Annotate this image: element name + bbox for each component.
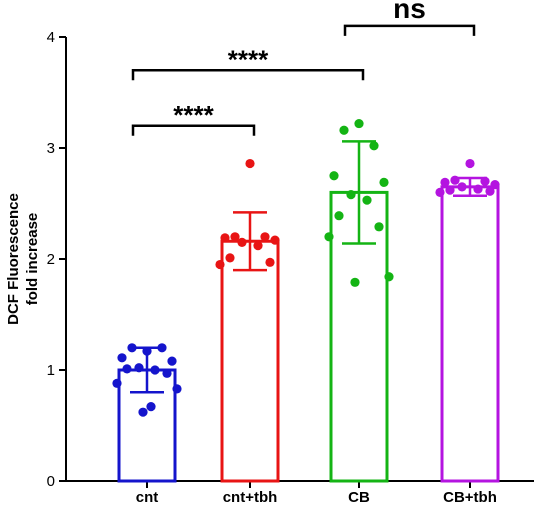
- y-tick-label-0: 0: [47, 473, 55, 490]
- point-cnt+tbh-2: [260, 232, 270, 242]
- point-cnt-0: [142, 346, 152, 356]
- x-tick-label-1: cnt+tbh: [223, 489, 278, 506]
- bar-cnt+tbh: [220, 239, 280, 483]
- point-CB+tbh-2: [480, 176, 490, 186]
- point-CB-4: [379, 177, 389, 188]
- point-cnt-7: [122, 364, 132, 374]
- y-axis-title: DCF Fluorescence fold increase: [5, 193, 41, 325]
- point-CB+tbh-1: [450, 175, 460, 185]
- point-cnt+tbh-7: [225, 253, 235, 263]
- data-points: [112, 118, 500, 417]
- point-cnt-2: [157, 343, 167, 353]
- point-CB-0: [354, 118, 364, 129]
- point-cnt-3: [117, 353, 127, 363]
- bar-CB+tbh: [440, 185, 500, 483]
- point-CB-8: [374, 222, 384, 232]
- point-CB-5: [346, 190, 356, 200]
- point-CB-1: [339, 125, 349, 135]
- bars: [117, 185, 500, 483]
- significance-label-1: ****: [228, 44, 269, 74]
- y-tick-label-1: 1: [47, 362, 55, 379]
- point-cnt-4: [167, 356, 177, 366]
- point-cnt-8: [162, 368, 172, 378]
- y-axis-title-line-2: fold increase: [24, 213, 41, 306]
- point-cnt-5: [134, 363, 144, 373]
- x-tick-label-3: CB+tbh: [443, 489, 497, 506]
- error-bars: [130, 140, 487, 394]
- x-tick-label-2: CB: [348, 489, 370, 506]
- point-cnt-1: [127, 343, 137, 353]
- point-CB+tbh-6: [473, 184, 483, 194]
- significance-brackets: **** **** ns: [131, 0, 476, 136]
- significance-label-0: ****: [173, 100, 214, 130]
- point-CB-10: [384, 272, 394, 282]
- point-CB+tbh-5: [457, 182, 467, 192]
- point-CB+tbh-3: [440, 177, 450, 188]
- point-cnt+tbh-4: [270, 235, 280, 245]
- point-CB+tbh-4: [490, 180, 500, 190]
- point-cnt-11: [138, 407, 148, 417]
- point-CB-7: [334, 211, 344, 221]
- point-CB-11: [350, 277, 360, 287]
- significance-bracket-2: [343, 24, 476, 36]
- point-CB+tbh-8: [485, 186, 495, 196]
- point-cnt+tbh-9: [215, 259, 225, 270]
- point-cnt-12: [146, 402, 156, 412]
- significance-bracket-0: [131, 124, 256, 136]
- point-cnt-10: [172, 384, 182, 394]
- y-tick-label-4: 4: [47, 29, 55, 46]
- point-CB-3: [329, 171, 339, 181]
- point-cnt+tbh-5: [237, 237, 247, 247]
- significance-bracket-1: [131, 69, 365, 81]
- point-cnt-9: [112, 378, 122, 388]
- y-axis: 0 1 2 3 4: [47, 29, 67, 490]
- y-axis-title-line-1: DCF Fluorescence: [5, 193, 22, 325]
- point-cnt+tbh-3: [220, 233, 230, 243]
- point-cnt+tbh-6: [253, 241, 263, 251]
- point-CB-2: [369, 141, 379, 151]
- y-tick-label-3: 3: [47, 140, 55, 157]
- point-CB+tbh-7: [445, 185, 455, 195]
- point-cnt+tbh-8: [265, 257, 275, 267]
- significance-label-2: ns: [393, 0, 426, 24]
- point-cnt+tbh-0: [245, 158, 255, 169]
- point-CB+tbh-9: [435, 187, 445, 197]
- x-axis: cnt cnt+tbh CB CB+tbh: [65, 480, 534, 506]
- point-CB-6: [362, 195, 372, 205]
- point-CB+tbh-0: [465, 158, 475, 169]
- point-cnt+tbh-1: [230, 232, 240, 242]
- y-tick-label-2: 2: [47, 251, 55, 268]
- point-cnt-6: [150, 365, 160, 375]
- point-CB-9: [324, 232, 334, 242]
- x-tick-label-0: cnt: [136, 489, 159, 506]
